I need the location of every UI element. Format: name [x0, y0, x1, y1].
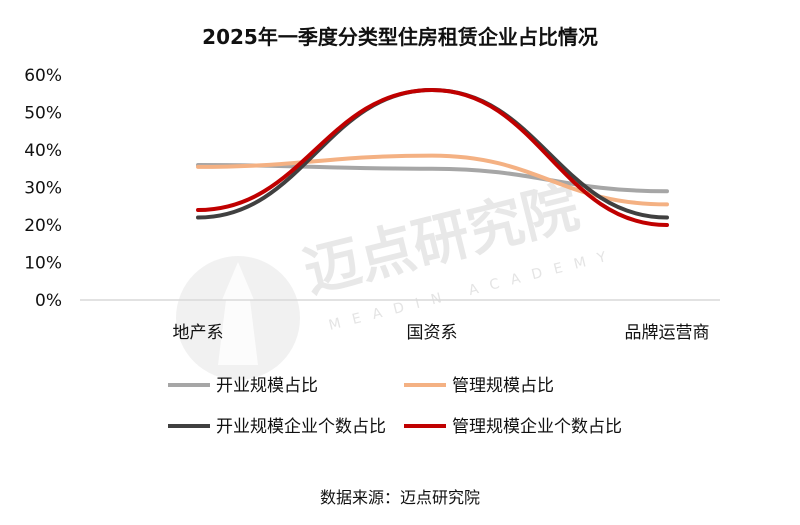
- x-axis-categories: 地产系 国资系 品牌运营商: [173, 323, 710, 343]
- source-note: 数据来源：迈点研究院: [320, 488, 480, 507]
- legend-label-3: 管理规模企业个数占比: [452, 417, 622, 437]
- y-axis-ticks: 0% 10% 20% 30% 40% 50% 60%: [24, 66, 62, 311]
- y-tick-label-4: 40%: [24, 141, 62, 161]
- legend-label-2: 开业规模企业个数占比: [216, 417, 386, 437]
- legend-label-1: 管理规模占比: [452, 376, 554, 396]
- legend-label-0: 开业规模占比: [216, 376, 318, 396]
- watermark: 迈点研究院 MEADIN ACADEMY: [176, 175, 619, 380]
- y-tick-label-5: 50%: [24, 104, 62, 124]
- series-line-3: [196, 87, 669, 227]
- x-category-label-1: 国资系: [407, 323, 458, 343]
- y-tick-label-1: 10%: [24, 254, 62, 274]
- y-tick-label-0: 0%: [35, 291, 62, 311]
- x-category-label-0: 地产系: [173, 323, 224, 343]
- y-tick-label-2: 20%: [24, 216, 62, 236]
- chart-title: 2025年一季度分类型住房租赁企业占比情况: [202, 25, 598, 49]
- x-category-label-2: 品牌运营商: [625, 323, 710, 343]
- watermark-logo-tower: [218, 262, 258, 365]
- y-tick-label-6: 60%: [24, 66, 62, 86]
- series-lines: [196, 87, 669, 227]
- watermark-text: 迈点研究院: [298, 175, 585, 306]
- y-tick-label-3: 30%: [24, 179, 62, 199]
